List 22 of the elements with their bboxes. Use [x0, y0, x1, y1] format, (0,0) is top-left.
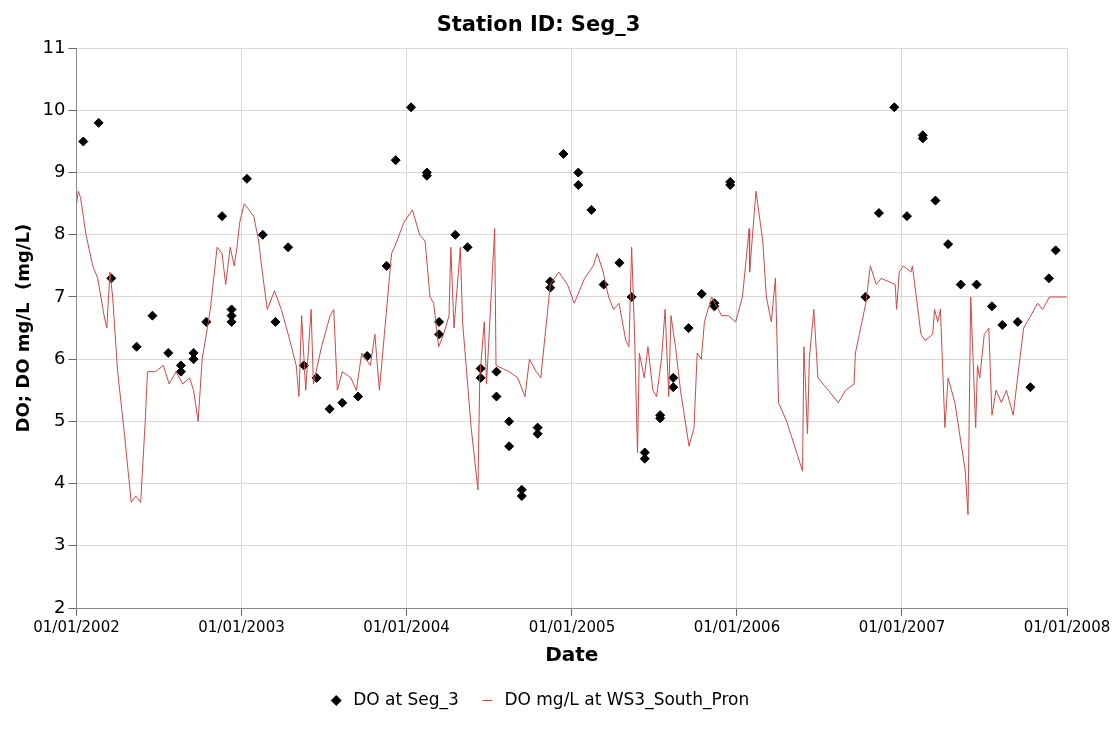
y-axis-title: DO; DO mg/L (mg/L): [12, 223, 34, 433]
x-tick-label: 01/01/2008: [1023, 617, 1111, 636]
y-tick-label: 6: [54, 346, 66, 368]
y-tick-label: 5: [54, 409, 66, 431]
y-tick-label: 4: [54, 471, 66, 493]
y-tick-label: 7: [54, 284, 66, 306]
y-tick-label: 9: [54, 160, 66, 182]
legend-label: DO mg/L at WS3_South_Pron: [504, 688, 750, 710]
y-tick-label: 10: [42, 98, 66, 120]
x-tick-label: 01/01/2006: [693, 617, 781, 636]
legend-label: DO at Seg_3: [353, 688, 459, 710]
x-axis-title: Date: [545, 642, 599, 667]
chart-title: Station ID: Seg_3: [436, 12, 641, 37]
y-tick-label: 3: [54, 533, 66, 555]
y-tick-label: 11: [42, 35, 66, 57]
x-tick-label: 01/01/2003: [198, 617, 285, 636]
y-tick-label: 2: [54, 595, 66, 617]
x-tick-label: 01/01/2004: [363, 617, 450, 636]
x-tick-label: 01/01/2007: [858, 617, 946, 636]
x-tick-label: 01/01/2005: [528, 617, 616, 636]
y-tick-label: 8: [54, 222, 66, 244]
x-tick-label: 01/01/2002: [33, 617, 120, 636]
